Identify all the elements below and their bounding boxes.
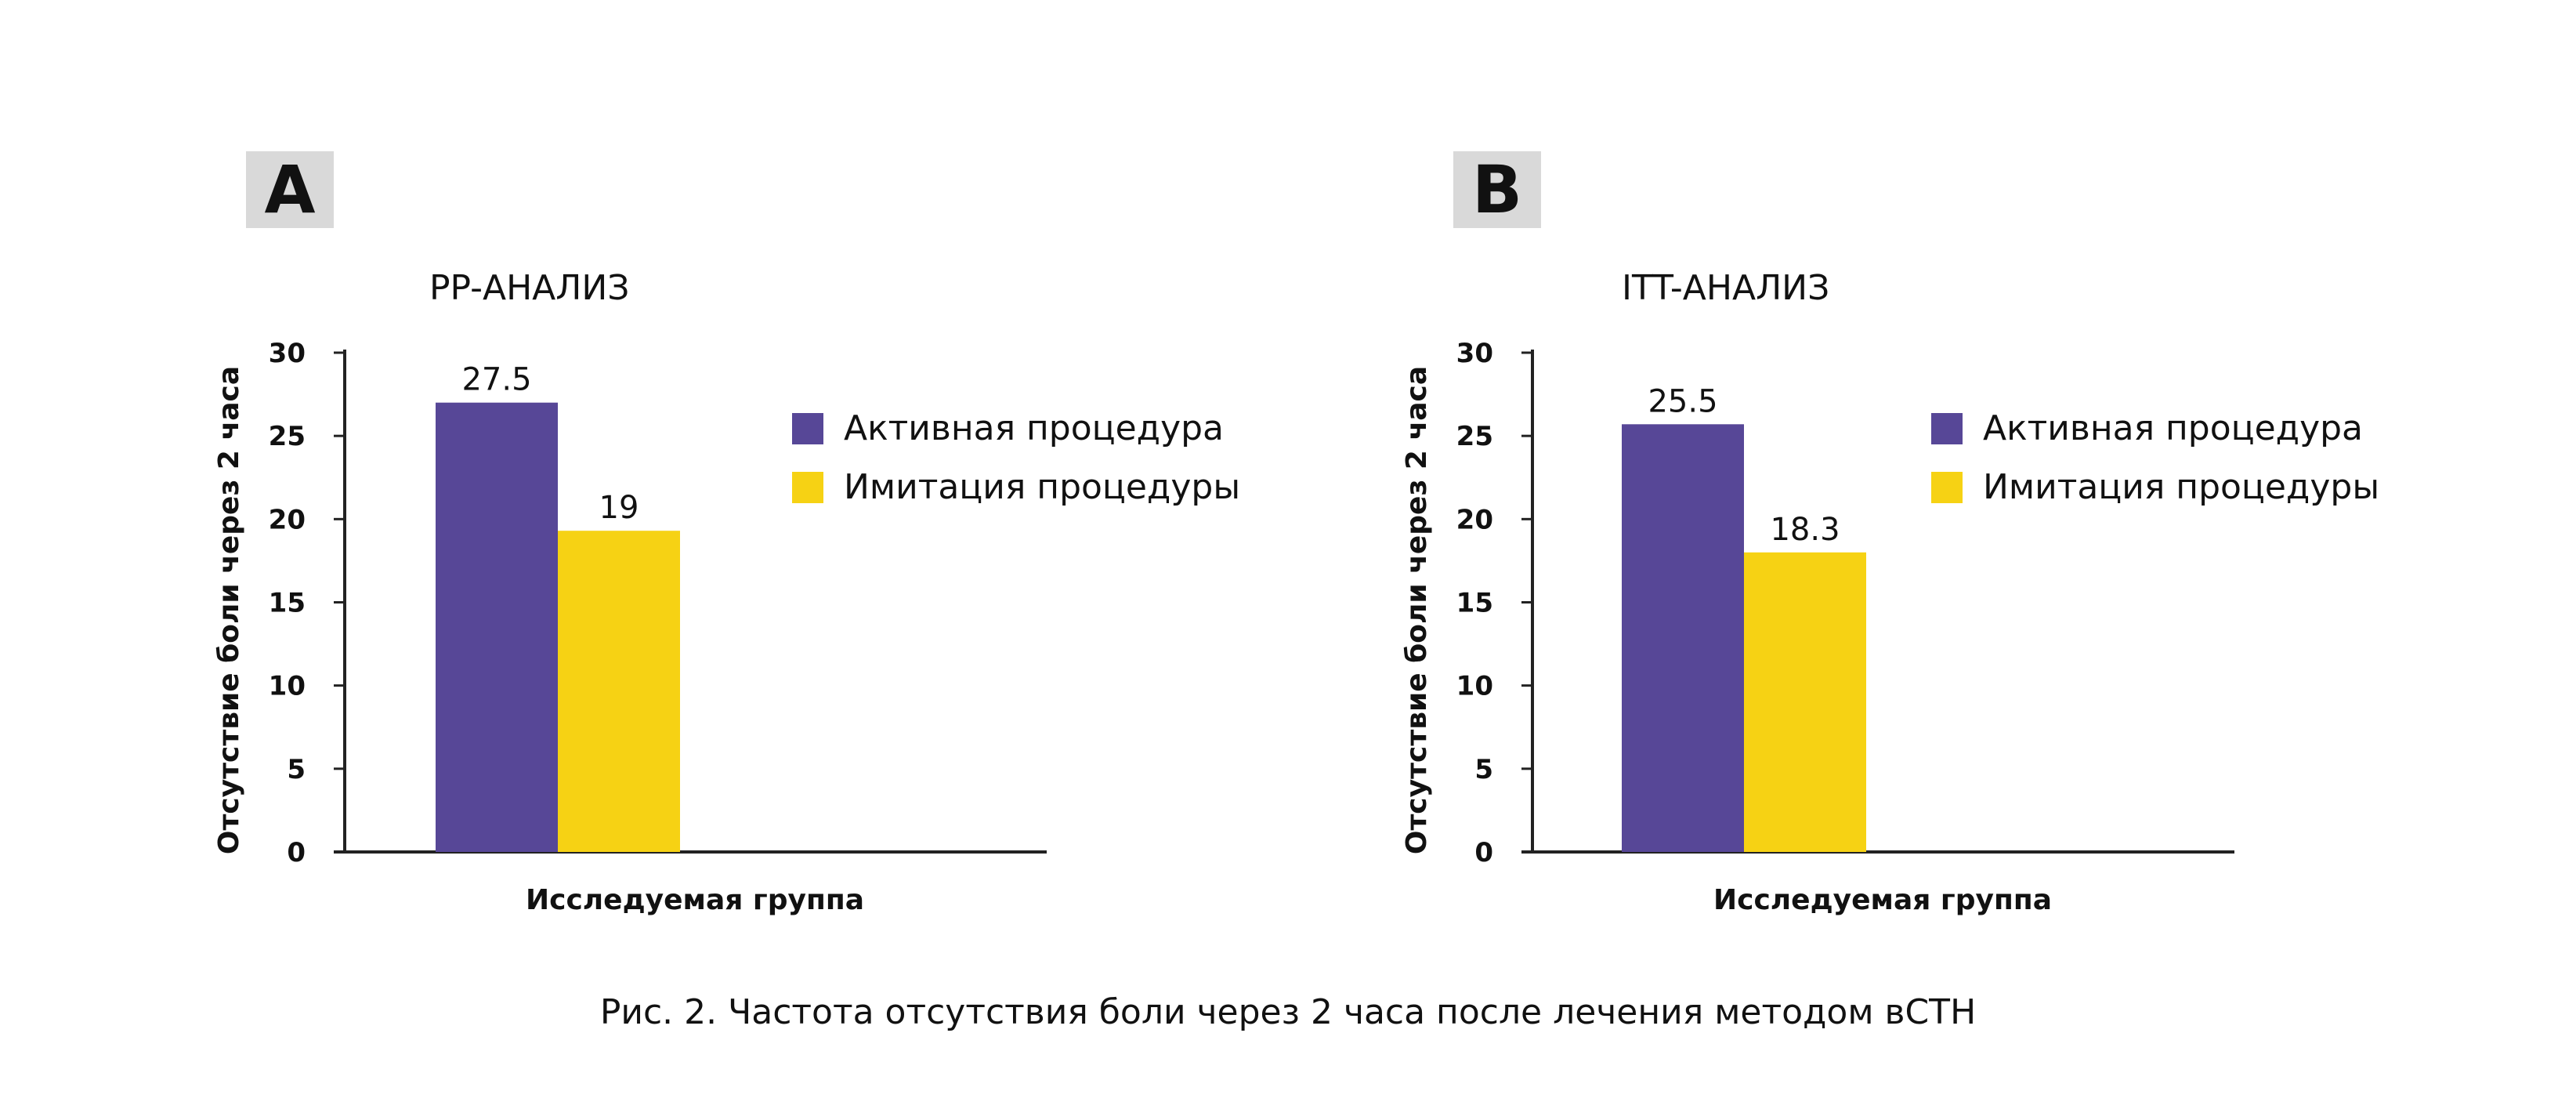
legend-label: Активная процедура <box>844 408 1224 448</box>
y-tick-label: 15 <box>269 588 306 619</box>
y-tick-label: 25 <box>1456 421 1493 452</box>
legend-swatch <box>1931 413 1963 444</box>
legend-label: Имитация процедуры <box>844 467 1240 507</box>
bar-active-procedure <box>436 402 558 852</box>
panel-badge-label: A <box>264 151 315 228</box>
figure-caption: Рис. 2. Частота отсутствия боли через 2 … <box>600 992 1976 1032</box>
chart-title: PP-АНАЛИЗ <box>429 268 629 308</box>
panel-badge-bg <box>1453 151 1541 228</box>
bar-data-label: 27.5 <box>461 362 531 398</box>
y-tick-label: 0 <box>287 837 306 868</box>
bar-active-procedure <box>1622 424 1744 852</box>
bar-sham-procedure <box>558 531 680 852</box>
legend-swatch <box>792 472 823 503</box>
x-axis-label: Исследуемая группа <box>1713 884 2052 916</box>
chart-panel-a: A PP-АНАЛИЗ 0 5 10 15 20 25 30 Отсутствие боли че… <box>213 151 1240 916</box>
legend-label: Активная процедура <box>1983 408 2363 448</box>
y-tick-label: 5 <box>1474 754 1493 785</box>
y-tick-label: 20 <box>1456 504 1493 535</box>
y-axis-label: Отсутствие боли через 2 часа <box>1401 366 1433 854</box>
bar-sham-procedure <box>1744 552 1866 852</box>
legend-swatch <box>792 413 823 444</box>
y-tick-label: 10 <box>269 671 306 702</box>
y-tick-label: 25 <box>269 421 306 452</box>
y-tick-label: 0 <box>1474 837 1493 868</box>
panels: A PP-АНАЛИЗ 0 5 10 15 20 25 30 Отсутствие боли че… <box>213 151 2379 916</box>
chart-title: ITT-АНАЛИЗ <box>1622 268 1829 308</box>
bar-data-label: 19 <box>599 490 639 526</box>
y-tick-label: 10 <box>1456 671 1493 702</box>
y-axis-label: Отсутствие боли через 2 часа <box>213 366 245 854</box>
y-tick-label: 15 <box>1456 588 1493 619</box>
legend-label: Имитация процедуры <box>1983 467 2379 507</box>
x-axis-label: Исследуемая группа <box>526 884 864 916</box>
bar-data-label: 25.5 <box>1648 383 1717 419</box>
y-tick-label: 30 <box>269 338 306 369</box>
y-tick-label: 30 <box>1456 338 1493 369</box>
panel-badge-label: B <box>1472 151 1522 228</box>
bar-data-label: 18.3 <box>1770 512 1840 548</box>
panel-badge-bg <box>246 151 334 228</box>
y-tick-label: 5 <box>287 754 306 785</box>
chart-panel-b: B ITT-АНАЛИЗ 0 5 10 15 20 25 30 Отсутствие боли ч… <box>1401 151 2379 916</box>
legend-swatch <box>1931 472 1963 503</box>
y-tick-label: 20 <box>269 504 306 535</box>
